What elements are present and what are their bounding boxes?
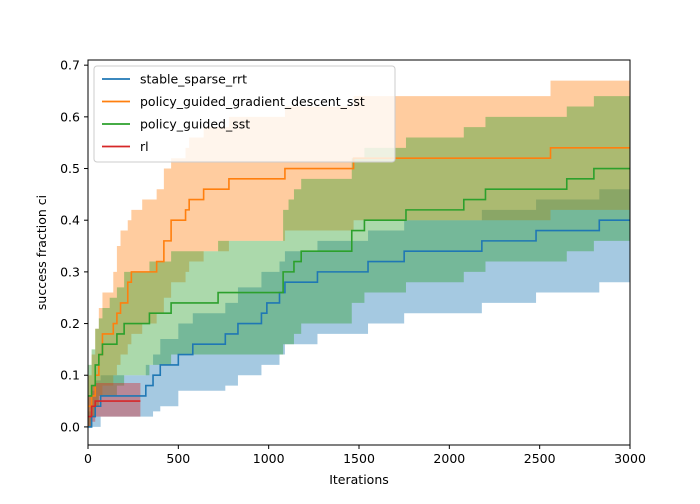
- x-tick-label: 500: [166, 451, 190, 466]
- x-tick-label: 3000: [614, 451, 646, 466]
- legend-box: [93, 65, 396, 163]
- series-lines: [88, 147, 630, 428]
- legend-label-rl: rl: [140, 139, 149, 154]
- x-tick-label: 1500: [343, 451, 375, 466]
- y-tick-label: 0.5: [60, 161, 80, 176]
- y-tick-label: 0.0: [60, 419, 80, 434]
- x-tick-label: 1000: [253, 451, 285, 466]
- legend-label-policy_guided_sst: policy_guided_sst: [140, 117, 250, 132]
- line-policy_guided_gradient_descent_sst: [88, 147, 630, 408]
- legend: stable_sparse_rrt policy_guided_gradient_…: [93, 65, 396, 163]
- y-tick-label: 0.7: [60, 58, 80, 73]
- legend-label-policy_guided_gradient_descent_sst: policy_guided_gradient_descent_sst: [140, 94, 365, 109]
- line-rl: [88, 400, 141, 418]
- y-tick-label: 0.1: [60, 368, 80, 383]
- line-policy_guided_sst: [88, 167, 630, 397]
- x-axis-label: Iterations: [329, 472, 389, 487]
- legend-label-stable_sparse_rrt: stable_sparse_rrt: [140, 72, 247, 87]
- y-tick-label: 0.6: [60, 109, 80, 124]
- line-stable_sparse_rrt: [88, 219, 630, 428]
- x-tick-label: 2000: [433, 451, 465, 466]
- x-tick-label: 2500: [524, 451, 556, 466]
- y-axis-label: success fraction ci: [34, 195, 49, 310]
- axis-ticks: 0 500 1000 1500 2000 2500 3000 0.0 0.1 0.2 0.3 0.4 0…: [60, 58, 646, 466]
- band-stable_sparse_rrt: [88, 189, 630, 427]
- x-tick-label: 0: [84, 451, 92, 466]
- y-tick-label: 0.4: [60, 213, 80, 228]
- y-tick-label: 0.2: [60, 316, 80, 331]
- band-policy_guided_gradient_descent_sst: [88, 80, 630, 427]
- band-rl: [88, 382, 141, 427]
- y-tick-label: 0.3: [60, 264, 80, 279]
